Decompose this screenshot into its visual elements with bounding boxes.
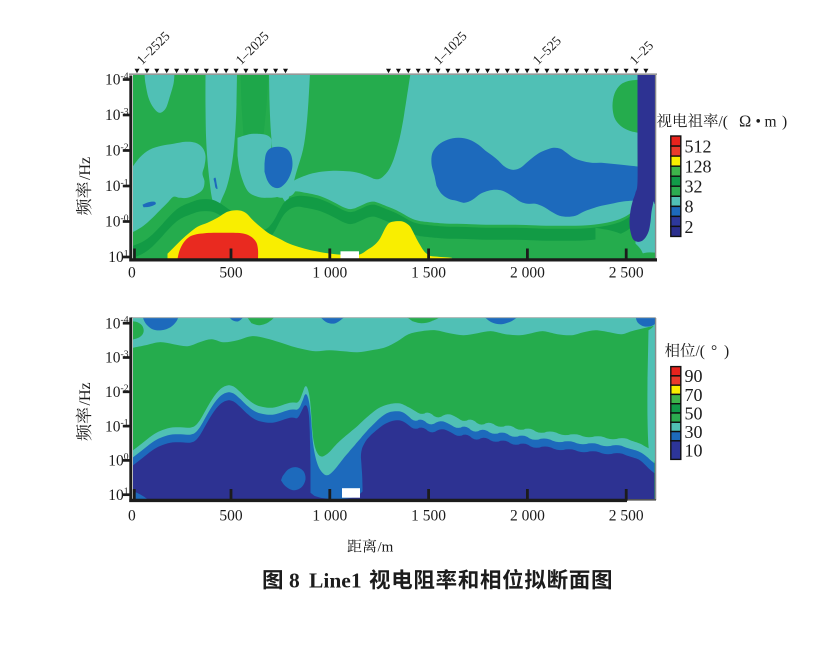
- svg-text:): ): [724, 343, 729, 360]
- svg-text:0: 0: [128, 507, 136, 524]
- svg-text:1 500: 1 500: [411, 264, 446, 281]
- svg-text:500: 500: [219, 507, 243, 524]
- svg-text:°: °: [711, 343, 717, 360]
- svg-text:70: 70: [685, 385, 703, 405]
- svg-text:m: m: [765, 113, 777, 130]
- svg-text:32: 32: [685, 177, 703, 197]
- svg-text:101: 101: [108, 248, 129, 266]
- svg-text:30: 30: [685, 422, 703, 442]
- svg-text:8: 8: [685, 197, 694, 217]
- svg-text:/(: /(: [719, 113, 728, 130]
- svg-text:): ): [782, 113, 787, 130]
- svg-text:2 500: 2 500: [609, 264, 644, 281]
- svg-text:/Hz: /Hz: [77, 157, 94, 180]
- svg-text:/Hz: /Hz: [77, 382, 94, 405]
- svg-text:Ω: Ω: [739, 111, 751, 130]
- svg-text:•: •: [756, 113, 761, 130]
- svg-text:50: 50: [685, 403, 703, 423]
- svg-text:512: 512: [685, 136, 712, 156]
- svg-text:8: 8: [289, 569, 300, 593]
- svg-text:500: 500: [219, 264, 243, 281]
- svg-text:2 500: 2 500: [609, 507, 644, 524]
- svg-text:/(: /(: [696, 343, 705, 360]
- svg-text:101: 101: [108, 486, 129, 504]
- svg-text:100: 100: [108, 452, 129, 470]
- svg-text:0: 0: [128, 264, 136, 281]
- svg-text:Line1: Line1: [309, 569, 362, 593]
- svg-text:2 000: 2 000: [510, 507, 545, 524]
- svg-text:1 500: 1 500: [411, 507, 446, 524]
- svg-text:2 000: 2 000: [510, 264, 545, 281]
- svg-text:/m: /m: [378, 540, 394, 556]
- svg-text:2: 2: [685, 217, 694, 237]
- svg-text:128: 128: [685, 156, 712, 176]
- svg-text:10: 10: [685, 440, 703, 460]
- svg-text:1 000: 1 000: [312, 507, 347, 524]
- svg-text:1 000: 1 000: [312, 264, 347, 281]
- svg-text:90: 90: [685, 366, 703, 386]
